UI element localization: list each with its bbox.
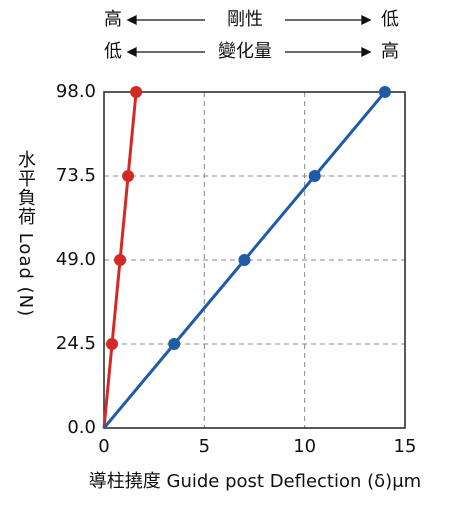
annotation: 低 [104, 41, 122, 62]
annotation-arrows [126, 14, 372, 58]
x-tick-label: 0 [98, 436, 109, 457]
annotation: 低 [381, 9, 399, 30]
point [378, 86, 391, 98]
y-tick-label: 73.5 [56, 165, 96, 186]
y-tick-label: 24.5 [56, 333, 96, 354]
point [114, 254, 127, 266]
plot-frame [103, 91, 406, 429]
annotation: 高 [104, 9, 122, 30]
x-axis-label: 導柱撓度 Guide post Deflection (δ)μm [89, 471, 421, 492]
x-tick-label: 5 [199, 436, 210, 457]
annotation: 變化量 [218, 41, 272, 62]
annotation: 高 [381, 41, 399, 62]
y-axis-label: 水平負荷 Load (N) [15, 150, 36, 318]
y-tick-label: 98.0 [56, 81, 96, 102]
point [130, 86, 143, 98]
point [122, 170, 135, 182]
annotation: 剛性 [227, 9, 263, 30]
point [168, 338, 181, 350]
x-tick-label: 15 [394, 436, 417, 457]
point [238, 254, 251, 266]
y-tick-label: 0.0 [67, 417, 96, 438]
x-tick-label: 10 [293, 436, 316, 457]
point [106, 338, 119, 350]
point [308, 170, 321, 182]
y-tick-label: 49.0 [56, 249, 96, 270]
